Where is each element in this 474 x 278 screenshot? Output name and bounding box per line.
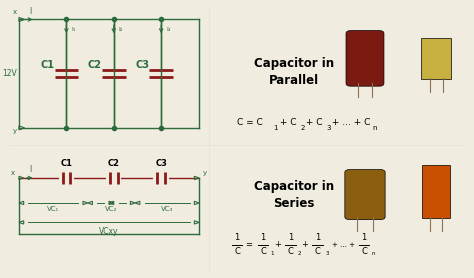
Text: + ... +: + ... + xyxy=(332,242,355,248)
Text: +: + xyxy=(274,240,281,249)
Text: I₂: I₂ xyxy=(118,27,123,32)
Text: C: C xyxy=(288,247,293,256)
Text: C: C xyxy=(361,247,367,256)
Text: Capacitor in
Parallel: Capacitor in Parallel xyxy=(254,57,334,87)
Text: y: y xyxy=(203,170,207,176)
Text: 2: 2 xyxy=(300,125,304,131)
Text: C3: C3 xyxy=(135,60,149,70)
Text: 2: 2 xyxy=(298,251,301,256)
Text: C2: C2 xyxy=(88,60,102,70)
Text: VCxy: VCxy xyxy=(99,227,119,235)
FancyBboxPatch shape xyxy=(421,38,451,79)
FancyBboxPatch shape xyxy=(346,31,384,86)
Text: C2: C2 xyxy=(108,159,120,168)
Text: C: C xyxy=(234,247,240,256)
Text: C: C xyxy=(315,247,320,256)
Text: I: I xyxy=(30,7,32,16)
Text: 3: 3 xyxy=(325,251,328,256)
Text: 1: 1 xyxy=(271,251,274,256)
Text: 3: 3 xyxy=(326,125,330,131)
Text: Capacitor in
Series: Capacitor in Series xyxy=(254,180,334,210)
Text: VC₂: VC₂ xyxy=(105,206,118,212)
Text: I: I xyxy=(30,165,32,174)
Text: +: + xyxy=(301,240,308,249)
Text: 1: 1 xyxy=(315,233,320,242)
Text: x: x xyxy=(11,170,15,176)
Text: C3: C3 xyxy=(155,159,167,168)
Text: 1: 1 xyxy=(361,233,367,242)
Text: n: n xyxy=(372,251,375,256)
Text: C1: C1 xyxy=(60,159,73,168)
Text: 1: 1 xyxy=(234,233,240,242)
Text: x: x xyxy=(12,9,17,15)
Text: 12V: 12V xyxy=(2,69,17,78)
Text: =: = xyxy=(246,240,252,249)
Text: + C: + C xyxy=(277,118,297,127)
Text: C = C: C = C xyxy=(237,118,263,127)
Text: VC₁: VC₁ xyxy=(47,206,59,212)
Text: 1: 1 xyxy=(273,125,277,131)
Text: n: n xyxy=(373,125,377,131)
Text: 1: 1 xyxy=(288,233,293,242)
Text: 1: 1 xyxy=(260,233,266,242)
FancyBboxPatch shape xyxy=(422,165,450,218)
Text: C1: C1 xyxy=(40,60,55,70)
Text: I₃: I₃ xyxy=(166,27,170,32)
Text: C: C xyxy=(260,247,266,256)
Text: + C: + C xyxy=(303,118,323,127)
Text: y: y xyxy=(12,128,17,135)
FancyBboxPatch shape xyxy=(345,170,385,220)
Text: I₁: I₁ xyxy=(71,27,75,32)
Text: VC₃: VC₃ xyxy=(161,206,173,212)
Text: + ... + C: + ... + C xyxy=(329,118,370,127)
